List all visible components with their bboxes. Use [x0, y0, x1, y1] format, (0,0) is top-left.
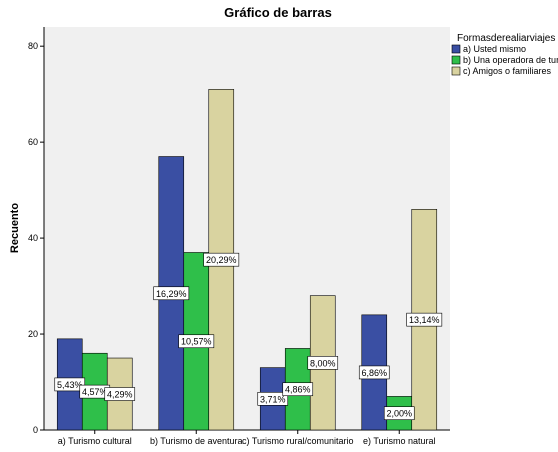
x-category-label: a) Turismo cultural	[58, 436, 132, 446]
x-category-label: b) Turismo de aventura	[150, 436, 243, 446]
data-label-box	[307, 356, 339, 370]
data-label-box	[178, 334, 215, 349]
data-label: 4,57%	[82, 387, 108, 397]
legend-entry: a) Usted mismo	[463, 44, 526, 54]
data-label-box	[203, 252, 240, 267]
y-axis: 0 20 40 60 80	[28, 27, 45, 435]
legend-entry: c) Amigos o familiares	[463, 66, 552, 76]
data-label: 10,57%	[181, 337, 212, 347]
data-label-box	[383, 406, 415, 421]
chart-title: Gráfico de barras	[224, 5, 332, 20]
data-label: 8,00%	[310, 358, 336, 368]
data-label-box	[153, 286, 190, 301]
data-label: 3,71%	[260, 394, 286, 404]
legend-swatch	[451, 66, 461, 76]
data-label: 20,29%	[206, 255, 237, 265]
legend-entry: b) Una operadora de turismo	[463, 55, 558, 65]
data-label: 4,29%	[107, 390, 133, 400]
y-tick-label: 0	[33, 425, 38, 435]
y-axis-title: Recuento	[9, 203, 21, 253]
y-tick-label: 20	[28, 329, 38, 339]
data-label: 16,29%	[156, 289, 187, 299]
legend-swatch	[451, 44, 461, 54]
y-tick-label: 40	[28, 233, 38, 243]
data-label-box	[406, 312, 443, 327]
data-label: 5,43%	[57, 380, 83, 390]
data-label-box	[358, 365, 390, 380]
legend-title: Formasderealiarviajes	[457, 33, 555, 44]
data-label: 4,86%	[285, 385, 311, 395]
x-category-label: e) Turismo natural	[363, 436, 436, 446]
x-category-label: c) Turismo rural/comunitario	[242, 436, 354, 446]
data-label-box	[54, 377, 86, 392]
data-label: 13,14%	[409, 315, 440, 325]
y-tick-label: 60	[28, 137, 38, 147]
data-labels-group: 5,43%4,57% 4,29% 16,29% 10,57% 20,29% 3,71%4,…	[54, 252, 443, 421]
data-label: 2,00%	[386, 409, 412, 419]
data-label-box	[257, 392, 289, 406]
data-label: 6,86%	[361, 368, 387, 378]
data-label-box	[282, 382, 314, 397]
data-label-box	[104, 387, 136, 401]
y-tick-label: 80	[28, 41, 38, 51]
legend-swatch	[451, 55, 461, 65]
